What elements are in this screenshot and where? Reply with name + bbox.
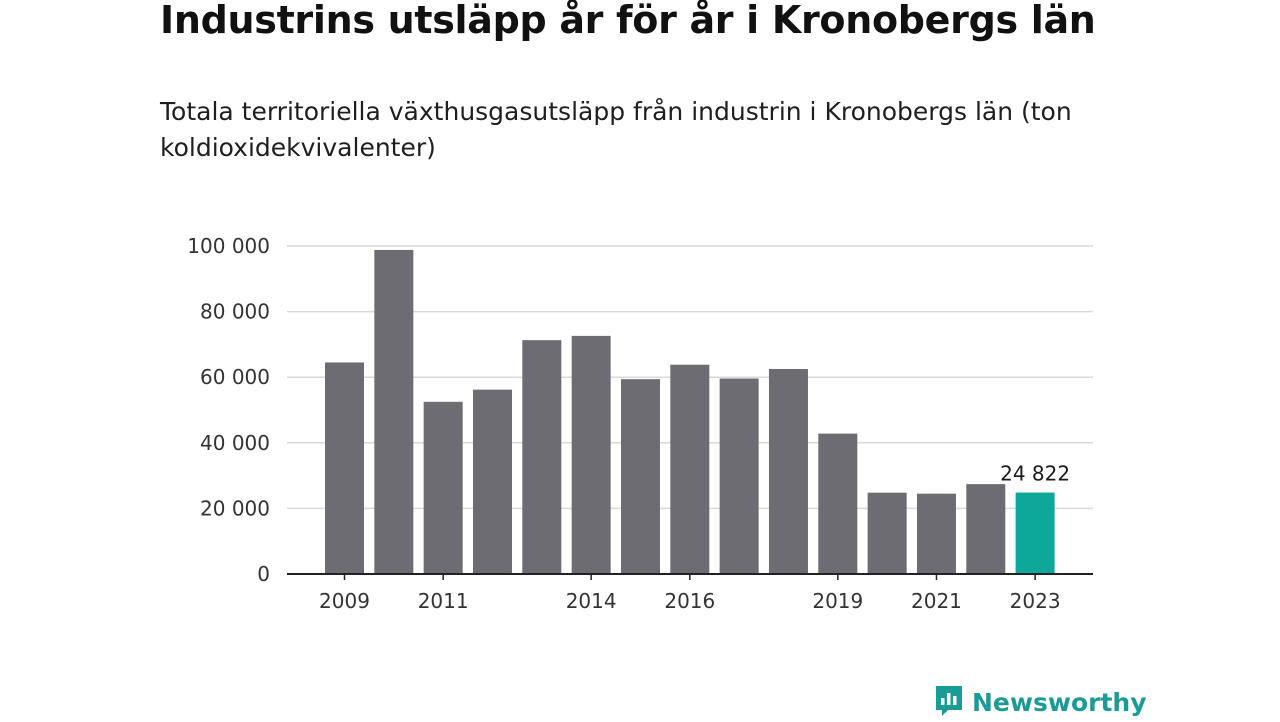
bar-2023	[1015, 492, 1055, 574]
y-tick-label: 40 000	[200, 431, 270, 455]
data-label: 24 822	[1000, 462, 1070, 486]
labels: 0 20 000 40 000 60 000 80 000 100 000 2009 2011…	[187, 234, 1070, 613]
y-tick-label: 60 000	[200, 365, 270, 389]
y-tick-label: 80 000	[200, 300, 270, 324]
x-tick-label: 2016	[664, 589, 715, 613]
x-tick-label: 2023	[1010, 589, 1061, 613]
bar-2015	[620, 379, 660, 574]
bar-2020	[867, 492, 907, 574]
bars	[325, 249, 1055, 574]
x-tick-label: 2019	[812, 589, 863, 613]
x-tick-label: 2011	[418, 589, 469, 613]
bar-2012	[472, 389, 512, 574]
x-tick-label: 2021	[911, 589, 962, 613]
y-tick-label: 0	[257, 562, 270, 586]
bar-2011	[423, 401, 463, 574]
newsworthy-logo: Newsworthy	[934, 684, 1147, 722]
grid-lines	[287, 245, 1093, 510]
chart-subtitle: Totala territoriella växthusgasutsläpp f…	[160, 97, 1072, 162]
bar-2013	[522, 340, 562, 574]
bar-2010	[374, 249, 414, 574]
x-tick-label: 2009	[319, 589, 370, 613]
y-tick-label: 20 000	[200, 496, 270, 520]
bar-2021	[916, 493, 956, 574]
bar-2016	[670, 364, 710, 574]
bar-2019	[818, 433, 858, 574]
bar-2022	[966, 484, 1006, 574]
bar-2017	[719, 378, 759, 574]
x-tick-label: 2014	[566, 589, 617, 613]
newsworthy-logo-icon	[934, 684, 964, 722]
bar-2018	[768, 369, 808, 574]
axes	[287, 573, 1093, 580]
chart-title: Industrins utsläpp år för år i Kronoberg…	[160, 0, 1096, 42]
bar-2014	[571, 335, 611, 574]
y-tick-label: 100 000	[187, 234, 270, 258]
bar-2009	[325, 362, 364, 574]
logo-text: Newsworthy	[972, 688, 1147, 717]
